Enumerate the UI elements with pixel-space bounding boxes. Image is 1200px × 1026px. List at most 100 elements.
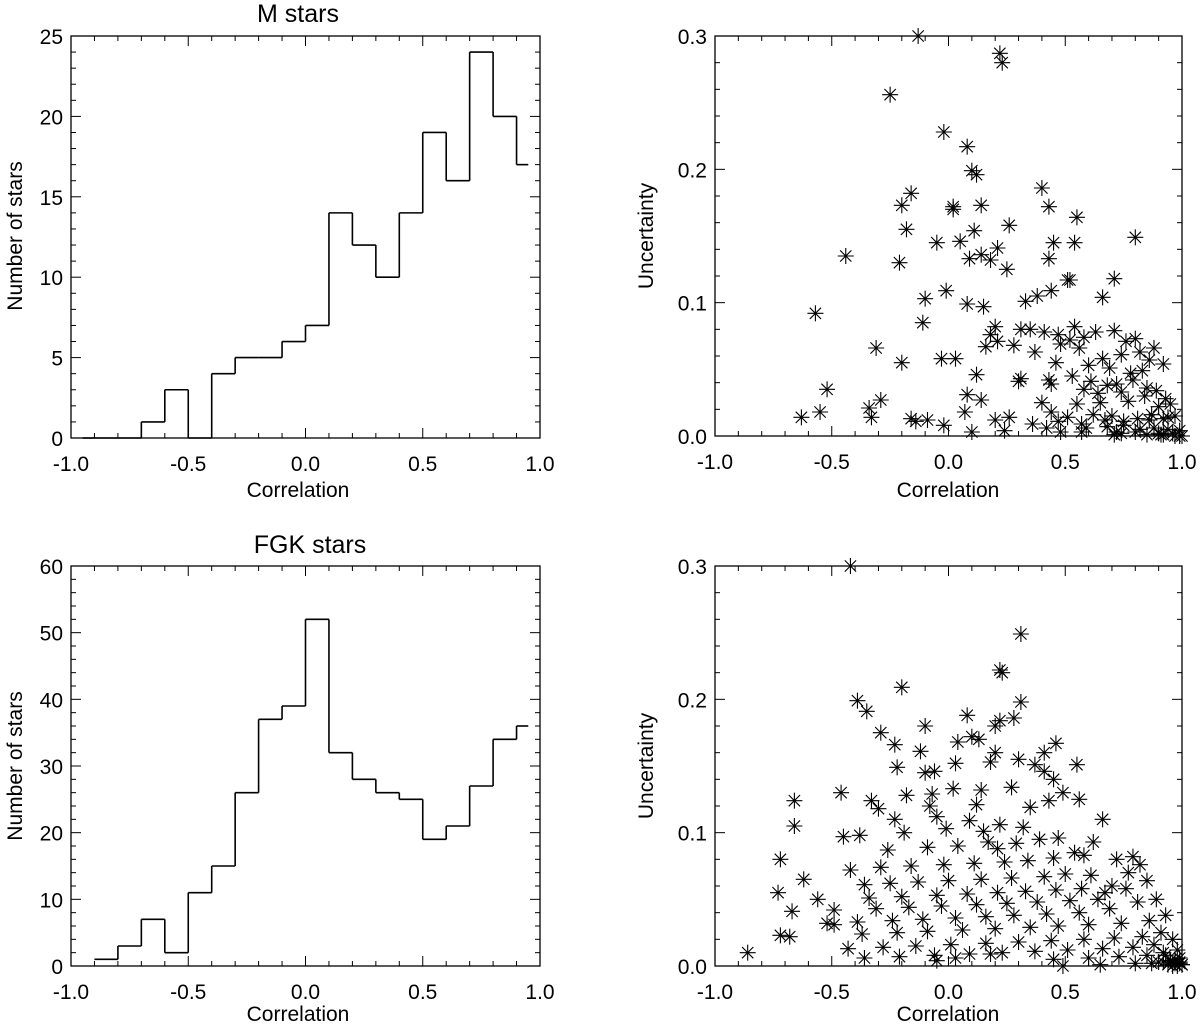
fgk-scatter-point bbox=[961, 946, 978, 962]
fgk-hist-xtick-label: -0.5 bbox=[170, 981, 206, 1004]
m-scatter-point bbox=[1101, 360, 1118, 376]
fgk-scatter-point bbox=[875, 939, 892, 956]
fgk-hist-xtick-label: -1.0 bbox=[53, 981, 89, 1004]
m-scatter-point bbox=[945, 201, 962, 218]
fgk-scatter-point bbox=[854, 926, 871, 942]
m-scatter-point bbox=[989, 240, 1006, 256]
m-scatter-point bbox=[1066, 234, 1083, 251]
m-scatter-point bbox=[1106, 426, 1123, 443]
m-scatter-point bbox=[1026, 344, 1043, 360]
m-scatter-point bbox=[861, 400, 878, 416]
fgk-scatter-point bbox=[1080, 916, 1097, 933]
fgk-scatter-point bbox=[998, 895, 1015, 912]
m-scatter-point bbox=[1024, 416, 1041, 432]
m-scatter-point bbox=[968, 166, 985, 183]
fgk-scatter-point bbox=[1106, 930, 1123, 946]
fgk-scatter-point bbox=[1010, 934, 1027, 950]
fgk-scatter-point bbox=[1101, 900, 1118, 917]
fgk-scatter-point bbox=[989, 840, 1006, 857]
fgk-scatter-point bbox=[947, 755, 964, 772]
fgk-scatter-point bbox=[1092, 956, 1109, 973]
fgk-scatter-point bbox=[849, 692, 866, 709]
fgk-scatter-point bbox=[1026, 943, 1043, 960]
m-hist-xtick-label: 0.0 bbox=[291, 453, 320, 476]
m-scatter-point bbox=[1085, 406, 1102, 423]
m-scatter-point bbox=[933, 350, 950, 367]
m-hist-xtick-label: 0.5 bbox=[408, 453, 437, 476]
fgk-scatter-point bbox=[1117, 880, 1134, 897]
m-scatter-point bbox=[987, 318, 1004, 335]
m-scatter-point bbox=[1068, 396, 1085, 412]
m-scatter-point bbox=[1073, 424, 1090, 440]
fgk-hist-ytick-label: 40 bbox=[40, 689, 63, 712]
m-scatter-point bbox=[935, 417, 952, 434]
fgk-scatter-point bbox=[982, 754, 999, 770]
fgk-scatter-point bbox=[1138, 872, 1155, 889]
fgk-scatter-point bbox=[940, 872, 957, 889]
m-scatter-point bbox=[1129, 410, 1146, 427]
m-scatter-point bbox=[898, 221, 915, 238]
fgk-scatter-point bbox=[1148, 891, 1165, 908]
fgk-scatter-point bbox=[858, 703, 875, 720]
m-scatter-ytick-label: 0.1 bbox=[678, 293, 707, 316]
m-scatter-point bbox=[907, 413, 924, 430]
m-scatter-point bbox=[1131, 344, 1148, 360]
m-scatter-point bbox=[812, 404, 829, 420]
m-hist-ylabel: Number of stars bbox=[4, 161, 27, 310]
m-scatter-point bbox=[1047, 354, 1064, 371]
fgk-scatter-point bbox=[991, 816, 1008, 833]
m-scatter-point bbox=[1106, 322, 1123, 339]
m-scatter-point bbox=[1138, 426, 1155, 443]
fgk-scatter-point bbox=[1152, 924, 1169, 941]
m-scatter-point bbox=[1033, 180, 1050, 196]
fgk-scatter-point bbox=[945, 780, 962, 797]
m-scatter-point bbox=[1029, 288, 1046, 304]
m-scatter-point bbox=[1089, 385, 1106, 402]
m-scatter-point bbox=[956, 404, 973, 420]
fgk-scatter-point bbox=[893, 679, 910, 696]
fgk-scatter-point bbox=[1138, 947, 1155, 964]
fgk-hist-xlabel: Correlation bbox=[247, 1003, 350, 1026]
fgk-scatter-point bbox=[1003, 870, 1020, 886]
fgk-hist-ytick-label: 20 bbox=[40, 823, 63, 846]
m-scatter-point bbox=[872, 392, 889, 408]
m-scatter-point bbox=[1136, 388, 1153, 404]
m-scatter-point bbox=[977, 338, 994, 355]
fgk-scatter-point bbox=[1071, 791, 1088, 808]
fgk-scatter-point bbox=[938, 820, 955, 837]
fgk-scatter-point bbox=[786, 818, 803, 834]
m-scatter-point bbox=[1071, 340, 1088, 356]
fgk-scatter-point bbox=[919, 839, 936, 856]
fgk-scatter-point bbox=[1047, 735, 1064, 752]
fgk-scatter-point bbox=[739, 944, 756, 961]
fgk-scatter-point bbox=[1036, 744, 1053, 761]
m-scatter-ylabel: Uncertainty bbox=[635, 182, 658, 289]
m-scatter-point bbox=[938, 282, 955, 299]
fgk-scatter-point bbox=[987, 744, 1004, 761]
fgk-scatter-point bbox=[1036, 763, 1053, 780]
fgk-scatter-xlabel: Correlation bbox=[897, 1003, 1000, 1026]
m-scatter-point bbox=[1017, 293, 1034, 310]
fgk-scatter-point bbox=[1057, 866, 1074, 882]
fgk-scatter-point bbox=[835, 828, 852, 845]
m-scatter-point bbox=[903, 185, 920, 202]
m-scatter-point bbox=[1087, 324, 1104, 340]
m-scatter-point bbox=[914, 314, 931, 331]
fgk-scatter-point bbox=[842, 862, 859, 878]
fgk-scatter-point bbox=[1045, 850, 1062, 866]
fgk-scatter-point bbox=[1022, 919, 1039, 936]
fgk-scatter-point bbox=[1043, 932, 1060, 949]
m-scatter-point bbox=[982, 252, 999, 268]
m-scatter-point bbox=[1040, 250, 1057, 267]
m-scatter-point bbox=[1117, 333, 1134, 350]
m-hist-ytick-label: 10 bbox=[40, 267, 63, 290]
m-scatter-point bbox=[959, 386, 976, 403]
fgk-scatter-point bbox=[968, 796, 985, 813]
m-scatter-point bbox=[1010, 373, 1027, 390]
panel-m-histogram: M stars Number of stars Correlation -1.0… bbox=[4, 0, 555, 502]
panel-fgk-scatter: Uncertainty Correlation -1.0 -0.5 0.0 0.5 1.… bbox=[635, 556, 1197, 1026]
fgk-scatter-point bbox=[1005, 710, 1022, 726]
m-scatter-point bbox=[1075, 381, 1092, 398]
fgk-scatter-xtick-label: -0.5 bbox=[814, 981, 850, 1004]
m-scatter-point bbox=[1038, 420, 1055, 436]
